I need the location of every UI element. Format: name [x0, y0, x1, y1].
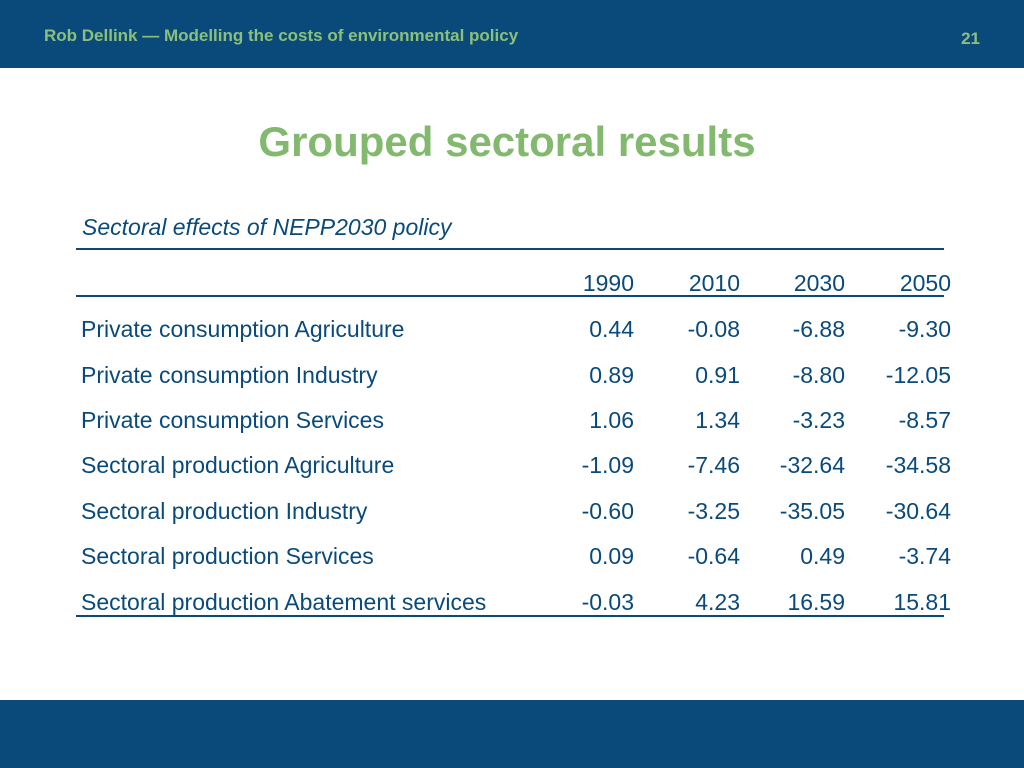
table-caption: Sectoral effects of NEPP2030 policy	[82, 214, 452, 240]
row-label: Sectoral production Services	[81, 543, 374, 569]
page-number: 21	[961, 29, 980, 48]
table-cell: 0.44	[589, 316, 634, 342]
table-cell: -8.80	[792, 362, 845, 388]
table-header-rule	[76, 295, 944, 297]
table-row: Private consumption Industry 0.89 0.91 -…	[0, 362, 1024, 392]
table-cell: -30.64	[885, 498, 951, 524]
table-cell: -8.57	[898, 407, 951, 433]
table-row: Sectoral production Industry -0.60 -3.25…	[0, 498, 1024, 528]
table-cell: 1.06	[589, 407, 634, 433]
table-cell: -32.64	[779, 452, 845, 478]
table-cell: -3.23	[792, 407, 845, 433]
table-top-rule	[76, 248, 944, 250]
slide-title: Grouped sectoral results	[258, 118, 756, 165]
row-label: Sectoral production Agriculture	[81, 452, 395, 478]
table-cell: 0.49	[800, 543, 845, 569]
table-cell: -1.09	[581, 452, 634, 478]
table-cell: -12.05	[885, 362, 951, 388]
table-row: Sectoral production Abatement services -…	[0, 589, 1024, 619]
table-bottom-rule	[76, 615, 944, 617]
table-header-row: 1990 2010 2030 2050	[0, 270, 1024, 300]
table-cell: -35.05	[779, 498, 845, 524]
row-label: Sectoral production Industry	[81, 498, 368, 524]
column-header: 1990	[582, 270, 634, 296]
column-header: 2010	[688, 270, 740, 296]
table-cell: -0.03	[581, 589, 634, 615]
table-row: Private consumption Services 1.06 1.34 -…	[0, 407, 1024, 437]
row-label: Private consumption Services	[81, 407, 384, 433]
table-cell: 4.23	[695, 589, 740, 615]
table-row: Private consumption Agriculture 0.44 -0.…	[0, 316, 1024, 346]
table-cell: -3.74	[898, 543, 951, 569]
table-cell: -9.30	[898, 316, 951, 342]
table-cell: -0.60	[581, 498, 634, 524]
row-label: Sectoral production Abatement services	[81, 589, 487, 615]
table-row: Sectoral production Services 0.09 -0.64 …	[0, 543, 1024, 573]
table-cell: 0.91	[695, 362, 740, 388]
row-label: Private consumption Agriculture	[81, 316, 405, 342]
bottom-bar	[0, 700, 1024, 768]
header-text: Rob Dellink — Modelling the costs of env…	[44, 26, 519, 45]
table-cell: 0.09	[589, 543, 634, 569]
column-header: 2030	[793, 270, 845, 296]
table-cell: -34.58	[885, 452, 951, 478]
table-cell: -6.88	[792, 316, 845, 342]
table-cell: 1.34	[695, 407, 740, 433]
table-row: Sectoral production Agriculture -1.09 -7…	[0, 452, 1024, 482]
table-cell: 15.81	[893, 589, 951, 615]
table-cell: -3.25	[687, 498, 740, 524]
table-cell: 0.89	[589, 362, 634, 388]
table-cell: -0.64	[687, 543, 740, 569]
table-cell: -0.08	[687, 316, 740, 342]
row-label: Private consumption Industry	[81, 362, 378, 388]
top-bar: Rob Dellink — Modelling the costs of env…	[0, 0, 1024, 68]
table-cell: -7.46	[687, 452, 740, 478]
column-header: 2050	[899, 270, 951, 296]
table-cell: 16.59	[787, 589, 845, 615]
